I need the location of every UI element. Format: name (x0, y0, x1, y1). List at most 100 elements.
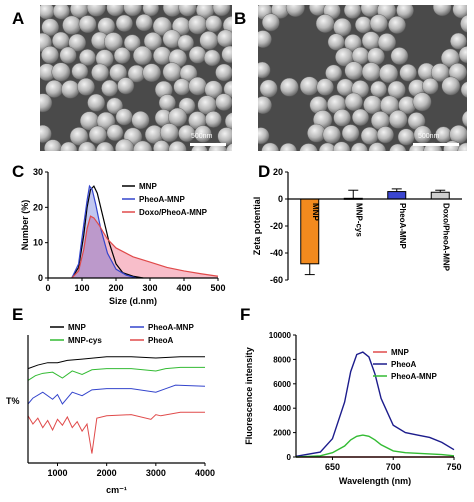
nanoparticle (461, 110, 467, 128)
nanoparticle (115, 108, 133, 126)
nanoparticle (299, 76, 319, 96)
nanoparticle (389, 143, 407, 151)
panel-label-e: E (12, 305, 24, 324)
nanoparticle (369, 14, 388, 33)
nanoparticle (142, 63, 161, 83)
nanoparticle (177, 34, 195, 52)
nanoparticle (315, 14, 335, 33)
nanoparticle (131, 111, 150, 130)
nanoparticle (221, 45, 232, 64)
nanoparticle (87, 93, 106, 112)
nanoparticle (113, 47, 131, 64)
nanoparticle (350, 142, 368, 151)
emission-line-2 (295, 434, 455, 458)
nanoparticle (86, 5, 106, 17)
nanoparticle (117, 77, 135, 95)
y-tick-label: 10000 (269, 331, 292, 340)
y-tick-label: -60 (270, 275, 283, 285)
panel-label-b: B (234, 9, 247, 28)
ftir-chart: 1000 2000 3000 4000 cm⁻¹ T% MNP MNP-cys PheoA-MN… (6, 323, 215, 495)
legend-label: PheoA-MNP (139, 195, 185, 204)
nanoparticle (135, 14, 153, 32)
scale-bar (413, 143, 459, 146)
nanoparticle (377, 33, 397, 52)
panel-label-a: A (12, 9, 25, 28)
nanoparticle (62, 15, 82, 35)
panel-label-f: F (240, 305, 251, 324)
series-area-pheoa-mnp (71, 186, 137, 278)
y-tick-label: -40 (270, 248, 283, 258)
nanoparticle (88, 125, 107, 144)
nanoparticle (123, 34, 141, 52)
series-line-1 (71, 184, 137, 279)
nanoparticle (327, 33, 345, 51)
spectrum-line-0 (27, 356, 205, 370)
nanoparticle (316, 78, 334, 96)
y-tick-label: 0 (278, 194, 283, 204)
nanoparticle (106, 124, 124, 142)
nanoparticle (370, 80, 387, 98)
nanoparticle (341, 124, 360, 142)
y-axis-label: T% (6, 396, 20, 406)
y-axis-label: Fluorescence intensity (244, 347, 254, 445)
x-axis-label: cm⁻¹ (106, 485, 127, 495)
nanoparticle (299, 143, 318, 151)
nanoparticle (123, 5, 142, 17)
spectrum-line-2 (27, 384, 206, 405)
nanoparticle (354, 16, 372, 34)
sem-image-b: 500nm (258, 5, 467, 151)
nanoparticle (223, 80, 232, 98)
nanoparticle (396, 5, 414, 20)
nanoparticle (344, 61, 364, 81)
x-tick-label: 300 (142, 283, 157, 293)
spectrum-line-3 (27, 411, 205, 454)
nanoparticle (376, 126, 394, 144)
x-tick-label: 1000 (47, 468, 67, 478)
y-tick-label: 8000 (273, 355, 291, 364)
fluorescence-chart: 650 700 750 0 2000 4000 6000 8000 10000 Wavelengt… (244, 331, 462, 486)
x-tick-label: 0 (45, 283, 50, 293)
nanoparticle (143, 32, 163, 51)
series-line-2 (71, 215, 219, 279)
nanoparticle (390, 47, 409, 65)
nanoparticle (109, 63, 127, 82)
y-tick-label: 0 (287, 453, 292, 462)
x-tick-label: 650 (325, 462, 340, 472)
nanoparticle (388, 110, 408, 129)
nanoparticle (61, 80, 80, 99)
sem-image-a: 500nm (40, 5, 232, 151)
nanoparticle (332, 141, 351, 151)
x-tick-label: 750 (446, 462, 461, 472)
nanoparticle (457, 142, 467, 151)
nanoparticle (194, 125, 212, 143)
x-tick-label: 700 (386, 462, 401, 472)
nanoparticle (153, 46, 172, 65)
y-tick-label: 30 (33, 167, 43, 177)
legend-label: PheoA-MNP (148, 323, 194, 332)
nanoparticle (259, 79, 278, 98)
sem-particles-b (258, 5, 467, 151)
nanoparticle (106, 97, 123, 115)
nanoparticle (204, 111, 222, 128)
nanoparticle (397, 128, 415, 146)
x-tick-label: 200 (108, 283, 123, 293)
legend-label: MNP (139, 182, 157, 191)
nanoparticle (132, 45, 153, 66)
nanoparticle (399, 64, 417, 82)
nanoparticle (188, 46, 207, 64)
nanoparticle (452, 5, 467, 19)
nanoparticle (325, 64, 343, 82)
nanoparticle (261, 13, 280, 32)
nanoparticle (441, 76, 461, 96)
nanoparticle (168, 107, 188, 127)
x-tick-label: 100 (74, 283, 89, 293)
x-tick-label: 500 (210, 283, 225, 293)
nanoparticle (52, 5, 70, 20)
nanoparticle (78, 15, 97, 34)
y-tick-label: 6000 (273, 380, 291, 389)
y-tick-label: 2000 (273, 429, 291, 438)
nanoparticle (91, 63, 109, 82)
legend-label: PheoA (148, 336, 174, 345)
legend-label: MNP (68, 323, 86, 332)
nanoparticle (77, 77, 95, 96)
